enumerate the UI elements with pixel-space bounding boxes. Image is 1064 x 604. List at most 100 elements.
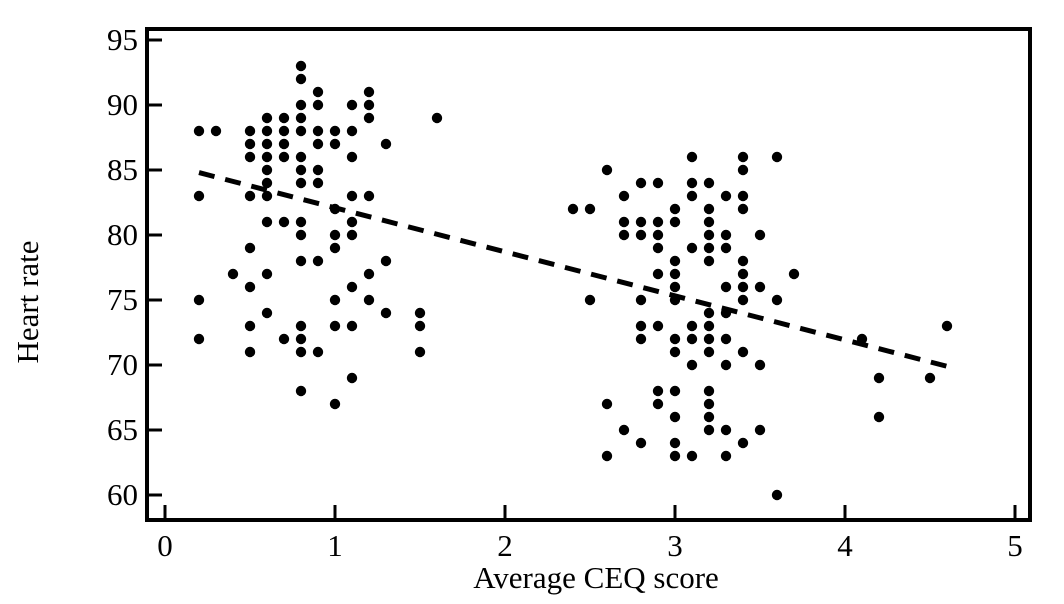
data-point	[669, 268, 681, 280]
data-point	[329, 138, 341, 150]
data-point	[703, 307, 715, 319]
data-point	[924, 372, 936, 384]
y-tick-label: 85	[107, 152, 138, 187]
data-point	[686, 177, 698, 189]
data-point	[635, 437, 647, 449]
data-point	[380, 255, 392, 267]
x-tick-label: 0	[157, 528, 173, 563]
data-point	[873, 411, 885, 423]
data-point	[363, 294, 375, 306]
data-point	[669, 203, 681, 215]
data-point	[295, 125, 307, 137]
data-point	[669, 294, 681, 306]
data-point	[261, 112, 273, 124]
data-point	[295, 151, 307, 163]
data-point	[737, 346, 749, 358]
data-point	[329, 229, 341, 241]
data-point	[669, 255, 681, 267]
data-point	[329, 398, 341, 410]
data-point	[261, 164, 273, 176]
data-point	[363, 86, 375, 98]
data-point	[278, 216, 290, 228]
data-point	[737, 190, 749, 202]
data-point	[720, 190, 732, 202]
data-point	[295, 164, 307, 176]
data-point	[771, 294, 783, 306]
data-point	[669, 216, 681, 228]
data-point	[193, 190, 205, 202]
data-point	[295, 112, 307, 124]
data-point	[210, 125, 222, 137]
data-point	[686, 242, 698, 254]
data-point	[295, 229, 307, 241]
axis-tick-labels: 60 65 70 75 80 85 90 95 0 1 2 3 4 5	[107, 22, 1023, 563]
data-point	[295, 99, 307, 111]
data-point	[244, 346, 256, 358]
trend-line-layer	[198, 170, 948, 369]
data-point	[635, 229, 647, 241]
data-point	[635, 177, 647, 189]
data-point	[346, 372, 358, 384]
data-point	[737, 294, 749, 306]
data-point	[669, 333, 681, 345]
data-point	[278, 151, 290, 163]
data-point	[720, 333, 732, 345]
data-point	[737, 164, 749, 176]
data-point	[601, 164, 613, 176]
x-tick-label: 5	[1007, 528, 1023, 563]
data-point	[278, 125, 290, 137]
data-point	[669, 281, 681, 293]
data-point	[244, 190, 256, 202]
data-point	[771, 489, 783, 501]
data-point	[703, 385, 715, 397]
x-tick-label: 1	[327, 528, 343, 563]
data-point	[703, 424, 715, 436]
data-point	[346, 125, 358, 137]
data-point	[737, 255, 749, 267]
data-point	[669, 385, 681, 397]
data-point	[652, 268, 664, 280]
data-point	[703, 242, 715, 254]
data-point	[329, 203, 341, 215]
data-point	[941, 320, 953, 332]
data-point	[720, 281, 732, 293]
data-point	[261, 177, 273, 189]
data-point	[295, 346, 307, 358]
data-point	[261, 268, 273, 280]
data-point	[431, 112, 443, 124]
data-point	[584, 203, 596, 215]
data-point	[720, 229, 732, 241]
data-point	[856, 333, 868, 345]
data-point	[703, 333, 715, 345]
data-point	[720, 307, 732, 319]
data-point	[295, 73, 307, 85]
data-point	[329, 242, 341, 254]
data-point	[669, 346, 681, 358]
data-point	[686, 190, 698, 202]
data-point	[278, 112, 290, 124]
plot-frame	[145, 27, 1032, 522]
x-tick-label: 3	[667, 528, 683, 563]
x-tick-label: 4	[837, 528, 853, 563]
data-point	[346, 216, 358, 228]
data-point	[363, 190, 375, 202]
data-point	[703, 203, 715, 215]
data-point	[193, 294, 205, 306]
data-point	[652, 229, 664, 241]
data-point	[261, 138, 273, 150]
data-point	[244, 320, 256, 332]
axis-ticks	[149, 38, 1017, 518]
data-point	[244, 242, 256, 254]
data-point	[244, 151, 256, 163]
data-point	[312, 255, 324, 267]
data-point	[703, 229, 715, 241]
data-points-layer	[193, 60, 953, 501]
data-point	[584, 294, 596, 306]
data-point	[703, 411, 715, 423]
x-axis-title: Average CEQ score	[473, 560, 719, 595]
data-point	[261, 216, 273, 228]
data-point	[686, 359, 698, 371]
data-point	[703, 346, 715, 358]
data-point	[193, 125, 205, 137]
data-point	[346, 229, 358, 241]
